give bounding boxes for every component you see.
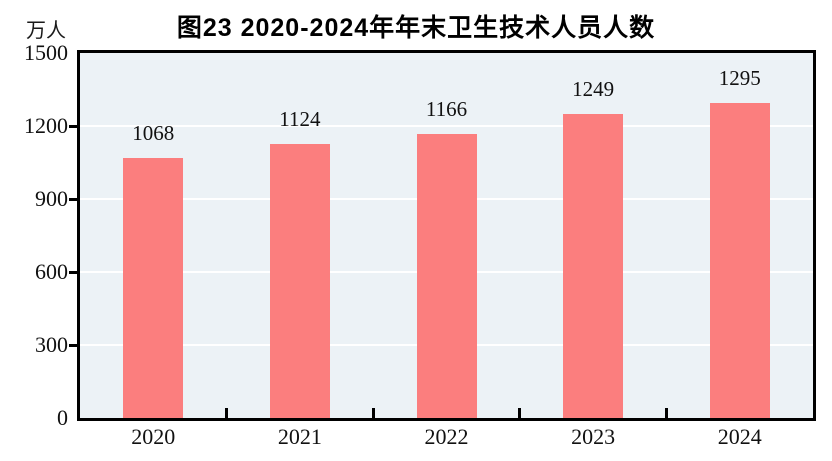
bar-2021 [269,144,330,418]
y-axis-tick-900 [69,197,80,201]
x-axis-tick-1 [225,408,229,418]
y-axis-label-600: 600 [35,259,68,284]
bar-value-label-2020: 1068 [132,121,175,146]
y-axis-unit-label: 万人 [26,20,66,42]
y-axis-label-0: 0 [57,405,68,430]
y-axis-label-1500: 1500 [24,40,68,65]
y-axis-label-300: 300 [35,332,68,357]
y-axis-tick-1200 [69,124,80,128]
x-axis-label-2020: 2020 [131,424,176,449]
bar-value-label-2023: 1249 [572,77,615,102]
y-axis-label-1200: 1200 [24,113,68,138]
bar-value-label-2021: 1124 [279,107,321,132]
bar-2024 [709,102,770,418]
x-axis-label-2021: 2021 [277,424,322,449]
y-axis-label-900: 900 [35,186,68,211]
bar-value-label-2022: 1166 [425,97,468,122]
x-axis-label-2024: 2024 [717,424,762,449]
bar-2022 [416,134,477,418]
chart-title: 图23 2020-2024年年末卫生技术人员人数 [176,14,656,42]
y-axis-tick-600 [69,270,80,274]
bar-value-label-2024: 1295 [718,65,761,90]
x-axis-tick-3 [518,408,522,418]
bar-2023 [563,114,624,418]
x-axis-label-2023: 2023 [571,424,616,449]
gridline-1200 [80,125,813,127]
y-axis-tick-300 [69,343,80,347]
x-axis-tick-4 [664,408,668,418]
bar-2020 [123,158,184,418]
x-axis-tick-2 [371,408,375,418]
x-axis-label-2022: 2022 [424,424,469,449]
